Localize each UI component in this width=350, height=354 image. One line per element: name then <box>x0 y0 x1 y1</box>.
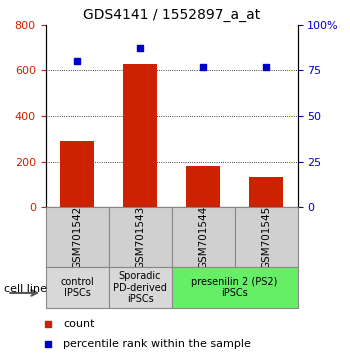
Bar <box>172 207 234 267</box>
Bar <box>122 63 157 207</box>
Text: GSM701542: GSM701542 <box>72 206 82 269</box>
Bar <box>46 207 108 267</box>
Bar <box>46 267 108 308</box>
Point <box>45 341 50 347</box>
Bar <box>172 267 298 308</box>
Text: Sporadic
PD-derived
iPSCs: Sporadic PD-derived iPSCs <box>113 271 167 304</box>
Point <box>137 46 143 51</box>
Text: count: count <box>63 319 95 329</box>
Bar <box>186 166 220 207</box>
Bar <box>108 207 172 267</box>
Point <box>263 64 269 69</box>
Title: GDS4141 / 1552897_a_at: GDS4141 / 1552897_a_at <box>83 8 260 22</box>
Bar <box>60 141 94 207</box>
Bar <box>234 207 298 267</box>
Text: GSM701545: GSM701545 <box>261 206 271 269</box>
Point <box>74 58 80 64</box>
Point <box>45 321 50 326</box>
Bar <box>108 267 172 308</box>
Text: control
IPSCs: control IPSCs <box>60 277 94 298</box>
Text: GSM701543: GSM701543 <box>135 206 145 269</box>
Text: percentile rank within the sample: percentile rank within the sample <box>63 339 251 349</box>
Text: cell line: cell line <box>4 284 47 293</box>
Point <box>200 64 206 69</box>
Text: presenilin 2 (PS2)
iPSCs: presenilin 2 (PS2) iPSCs <box>191 277 278 298</box>
Bar <box>248 177 284 207</box>
Text: GSM701544: GSM701544 <box>198 206 208 269</box>
